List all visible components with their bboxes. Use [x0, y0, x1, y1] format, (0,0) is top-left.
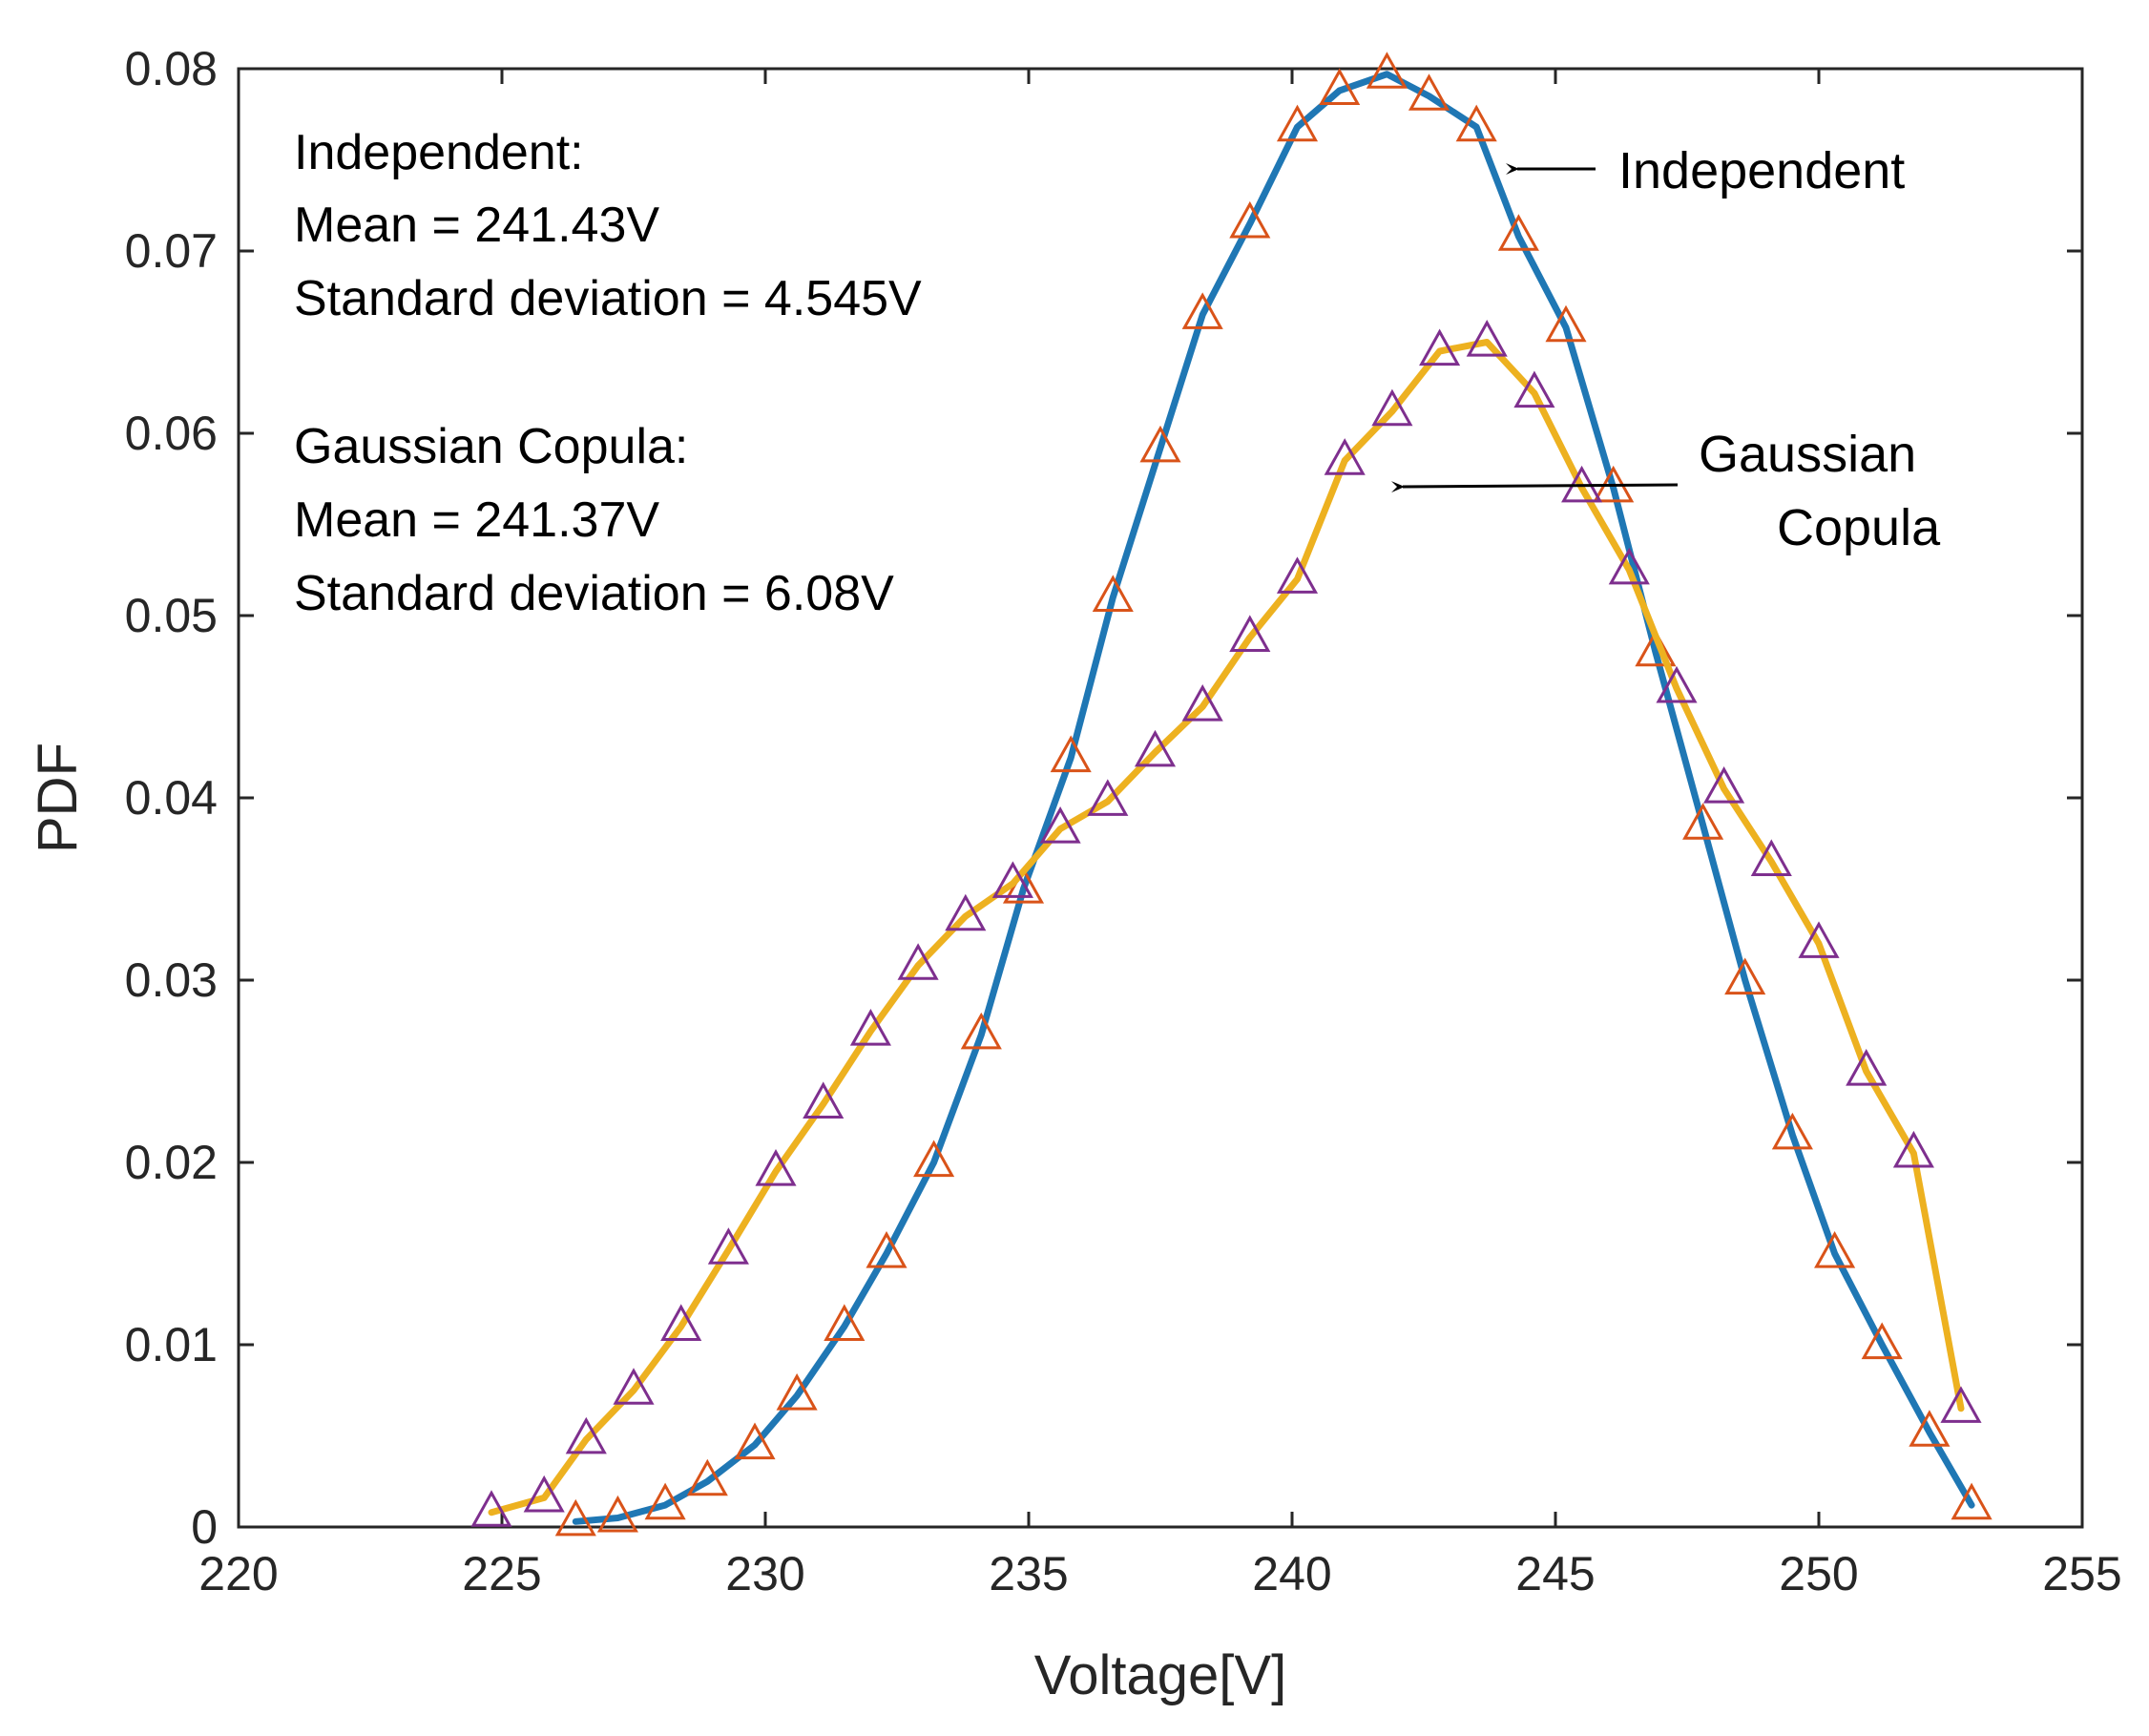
gaussian-copula-series-line	[488, 339, 1965, 1516]
independent-data-point	[1861, 1322, 1903, 1360]
independent-data-point	[866, 1231, 908, 1268]
gaussian-copula-data-point	[660, 1304, 702, 1341]
x-tick-label: 230	[725, 1547, 804, 1600]
independent-data-point	[1814, 1231, 1856, 1268]
gaussian-copula-data-point	[1513, 370, 1555, 408]
independent-data-point	[824, 1304, 866, 1341]
y-tick-label: 0.07	[125, 224, 218, 278]
gaussian-copula-data-point	[1324, 438, 1366, 475]
copula-mean: Mean = 241.37V	[294, 492, 659, 548]
gaussian-copula-data-point	[803, 1081, 845, 1119]
series-layer	[470, 52, 1993, 1537]
x-tick-label: 225	[462, 1547, 541, 1600]
gaussian-copula-data-point	[470, 1490, 512, 1527]
x-tick-label: 235	[989, 1547, 1068, 1600]
gaussian-copula-data-point	[1608, 547, 1650, 585]
gaussian-copula-data-point	[991, 861, 1033, 898]
independent-callout: Independent	[1618, 142, 1905, 199]
x-tick-label: 250	[1779, 1547, 1858, 1600]
gaussian-copula-data-point	[849, 1009, 891, 1046]
gaussian-copula-data-point	[755, 1149, 797, 1186]
gaussian-copula-data-point	[1798, 921, 1840, 958]
independent-mean: Mean = 241.43V	[294, 198, 659, 253]
independent-data-point	[960, 1012, 1002, 1050]
independent-data-point	[734, 1422, 776, 1460]
gaussian-copula-data-point	[1087, 779, 1129, 816]
axis-ticks: 220 225 230 235 240 245 250 255 0 0.01 0.02 0.03 0.0…	[125, 42, 2122, 1600]
copula-callout-line1: Gaussian	[1699, 426, 1916, 483]
y-tick-label: 0.06	[125, 407, 218, 460]
gaussian-copula-data-point	[1039, 806, 1081, 844]
independent-data-point	[1276, 104, 1319, 142]
independent-heading: Independent:	[294, 125, 584, 180]
y-tick-label: 0	[191, 1500, 218, 1554]
gaussian-copula-data-point	[1703, 766, 1745, 804]
gaussian-copula-data-point	[1750, 839, 1792, 876]
independent-data-point	[776, 1373, 818, 1411]
gaussian-copula-data-point	[565, 1416, 607, 1454]
y-tick-label: 0.03	[125, 953, 218, 1007]
gaussian-copula-data-point	[1846, 1049, 1888, 1086]
gaussian-copula-data-point	[1466, 320, 1508, 357]
independent-data-point	[1497, 214, 1539, 251]
gaussian-copula-data-point	[897, 943, 939, 980]
independent-data-point	[1408, 73, 1450, 111]
independent-data-point	[1682, 803, 1724, 840]
gaussian-copula-data-point	[1229, 615, 1271, 652]
independent-data-point	[1050, 735, 1092, 773]
independent-data-point	[1545, 304, 1587, 343]
independent-data-point	[1139, 425, 1181, 463]
y-tick-label: 0.05	[125, 589, 218, 642]
independent-data-point	[644, 1482, 686, 1520]
gaussian-copula-data-point	[1276, 556, 1319, 594]
x-axis-title: Voltage[V]	[1034, 1644, 1286, 1706]
x-tick-label: 245	[1515, 1547, 1595, 1600]
copula-std: Standard deviation = 6.08V	[294, 566, 894, 621]
gaussian-copula-data-point	[945, 893, 987, 931]
independent-data-point	[1455, 104, 1497, 142]
x-tick-label: 240	[1252, 1547, 1331, 1600]
y-tick-label: 0.02	[125, 1136, 218, 1189]
gaussian-copula-data-point	[523, 1475, 565, 1513]
independent-data-point	[1909, 1410, 1951, 1447]
copula-callout-line2: Copula	[1777, 499, 1941, 556]
independent-series-line	[572, 71, 1975, 1525]
gaussian-copula-data-point	[707, 1227, 749, 1265]
independent-data-point	[1366, 52, 1408, 89]
independent-std: Standard deviation = 4.545V	[294, 271, 922, 326]
independent-data-point	[1229, 200, 1271, 239]
independent-data-point	[1092, 575, 1134, 612]
copula-arrow	[1390, 481, 1679, 493]
independent-data-point	[913, 1140, 955, 1178]
y-tick-label: 0.08	[125, 42, 218, 95]
x-tick-label: 255	[2042, 1547, 2121, 1600]
y-axis-title: PDF	[27, 743, 89, 853]
gaussian-copula-data-point	[1371, 388, 1413, 427]
independent-data-point	[1771, 1112, 1813, 1150]
y-tick-label: 0.01	[125, 1318, 218, 1371]
copula-heading: Gaussian Copula:	[294, 419, 688, 474]
independent-data-point	[554, 1498, 596, 1537]
y-tick-label: 0.04	[125, 771, 218, 825]
independent-data-point	[1319, 68, 1361, 105]
independent-data-point	[1951, 1482, 1993, 1520]
independent-data-point	[1635, 629, 1677, 667]
plot-area-frame	[237, 67, 2084, 1529]
gaussian-copula-data-point	[1892, 1130, 1934, 1168]
gaussian-copula-data-point	[613, 1368, 655, 1405]
independent-data-point	[1181, 292, 1223, 329]
gaussian-copula-data-point	[1181, 684, 1223, 722]
gaussian-copula-data-point	[1134, 729, 1177, 767]
gaussian-copula-data-point	[1656, 665, 1698, 703]
x-tick-label: 220	[198, 1547, 278, 1600]
independent-data-point	[596, 1495, 638, 1533]
gaussian-copula-data-point	[1419, 328, 1461, 366]
gaussian-copula-data-point	[1940, 1386, 1982, 1423]
independent-data-point	[686, 1458, 728, 1496]
independent-data-point	[1724, 957, 1766, 995]
